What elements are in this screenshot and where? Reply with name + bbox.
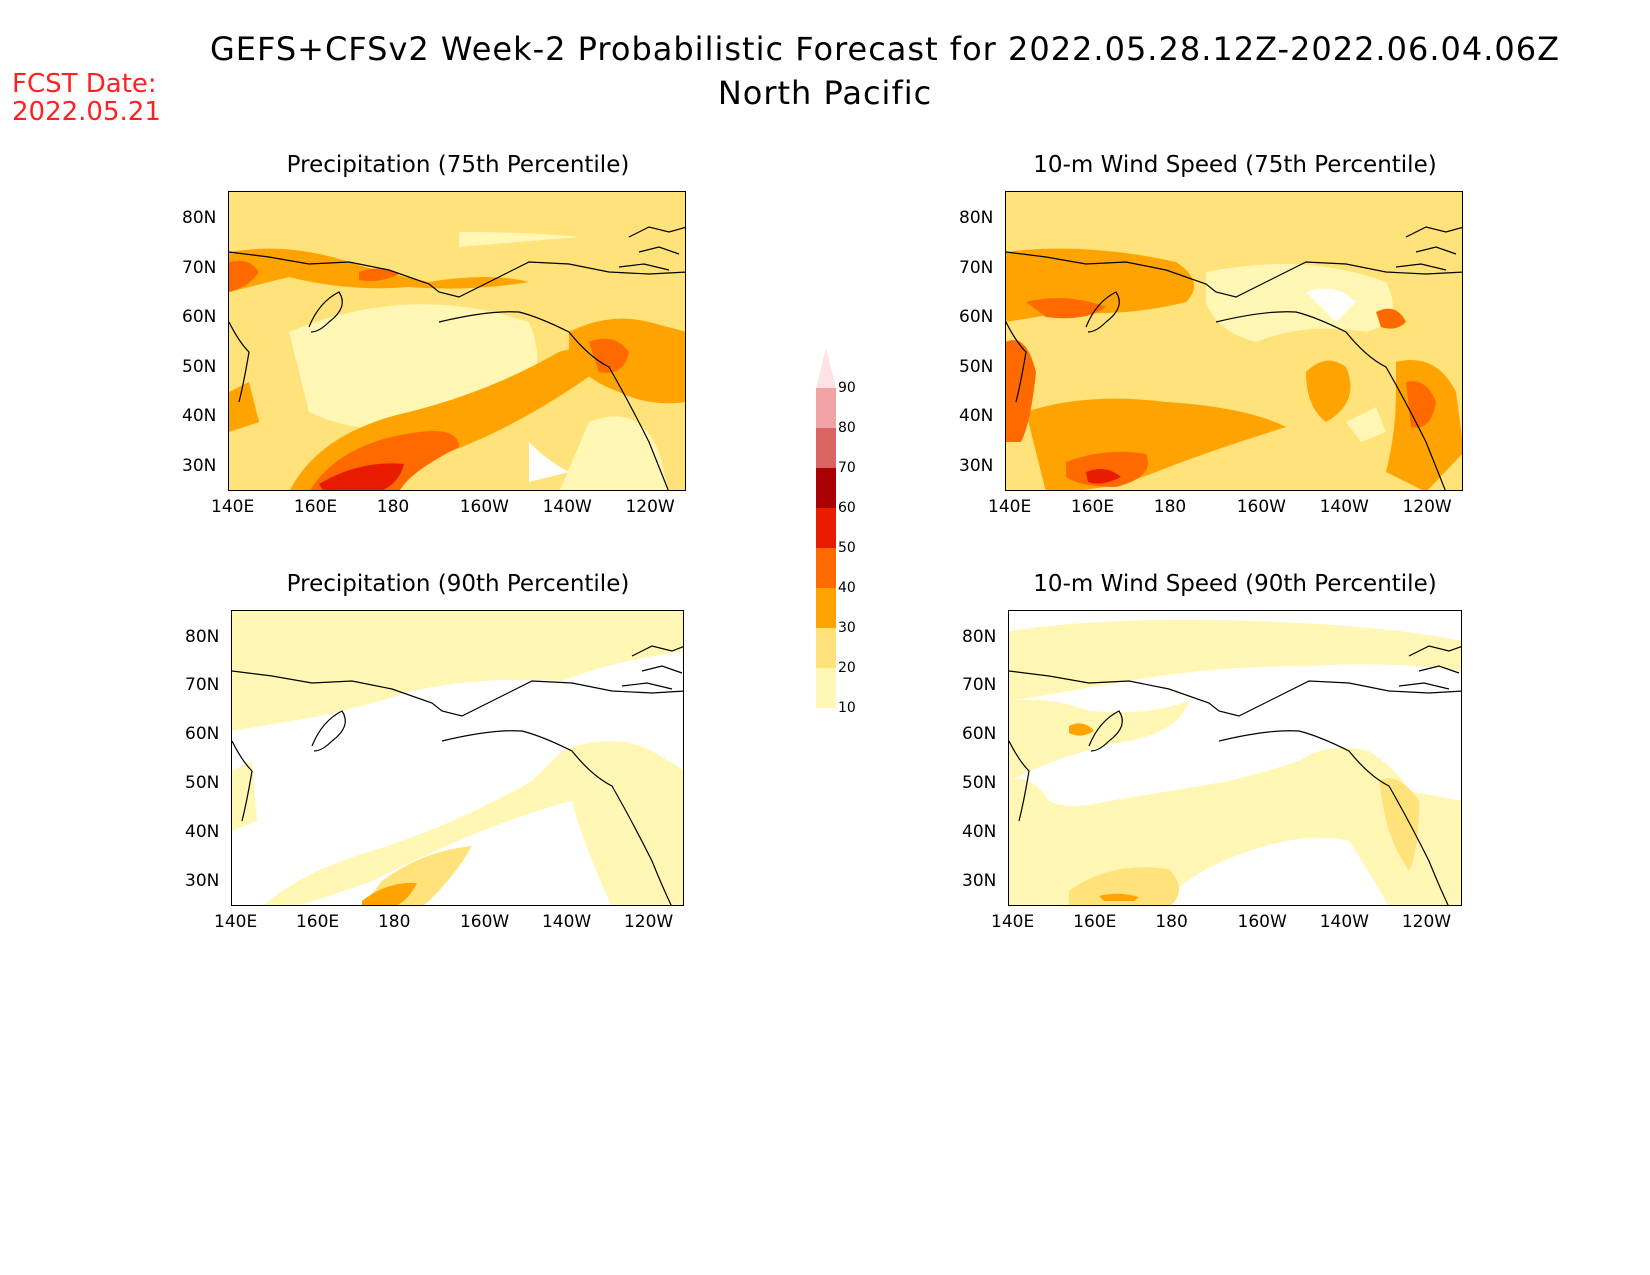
forecast-date-label: FCST Date:: [12, 69, 157, 99]
map-precip75: [228, 191, 686, 491]
lat-tick-label: 70N: [185, 675, 220, 696]
colorbar-segment: [816, 588, 836, 628]
lat-tick-label: 60N: [962, 724, 997, 745]
colorbar-segment: [816, 468, 836, 508]
lon-tick-label: 160W: [1237, 912, 1287, 932]
lon-tick-label: 160W: [459, 912, 510, 932]
colorbar-segment: [816, 348, 836, 388]
lon-tick-label: 140E: [214, 912, 258, 932]
lat-tick-label: 80N: [185, 626, 220, 647]
lat-tick-label: 30N: [959, 455, 994, 476]
lon-tick-label: 140E: [211, 497, 255, 517]
colorbar-label: 20: [838, 660, 856, 676]
lat-tick-label: 80N: [182, 208, 217, 228]
colorbar: [816, 348, 836, 708]
lat-tick-label: 70N: [962, 675, 997, 696]
lon-tick-label: 120W: [623, 912, 674, 932]
lon-tick-label: 140W: [542, 497, 592, 517]
lat-tick-label: 60N: [182, 307, 217, 327]
lat-tick-label: 40N: [959, 406, 994, 426]
lon-tick-label: 160W: [1236, 497, 1286, 517]
lat-tick-label: 40N: [185, 822, 220, 842]
main-title: GEFS+CFSv2 Week-2 Probabilistic Forecast…: [209, 30, 1561, 68]
colorbar-label: 90: [838, 380, 856, 396]
colorbar-segment: [816, 628, 836, 668]
lon-tick-label: 140W: [1319, 497, 1369, 517]
lat-tick-label: 80N: [962, 626, 997, 647]
lat-tick-label: 30N: [182, 455, 217, 476]
lon-tick-label: 140W: [1319, 912, 1369, 932]
lat-tick-label: 50N: [185, 773, 220, 794]
colorbar-label: 40: [838, 580, 856, 596]
lon-tick-label: 180: [1155, 912, 1188, 932]
lon-tick-label: 140W: [541, 912, 592, 932]
colorbar-segment: [816, 428, 836, 468]
lon-tick-label: 160E: [295, 912, 340, 932]
colorbar-segment: [816, 668, 836, 708]
lon-tick-label: 160W: [459, 497, 509, 517]
lat-tick-label: 40N: [962, 822, 997, 842]
lon-tick-label: 160E: [293, 497, 338, 517]
lat-tick-label: 30N: [185, 870, 220, 891]
colorbar-segment: [816, 388, 836, 428]
lat-tick-label: 70N: [182, 257, 217, 278]
colorbar-label: 70: [838, 460, 856, 476]
lon-tick-label: 140E: [988, 497, 1032, 517]
lon-tick-label: 120W: [1402, 497, 1452, 517]
colorbar-label: 50: [838, 540, 856, 556]
panel-title-precip90: Precipitation (90th Percentile): [286, 571, 630, 597]
panel-title-wind90: 10-m Wind Speed (90th Percentile): [1033, 571, 1437, 597]
panel-title-precip75: Precipitation (75th Percentile): [286, 152, 630, 178]
map-wind90: [1008, 610, 1462, 906]
lat-tick-label: 50N: [182, 356, 217, 377]
colorbar-label: 10: [838, 700, 856, 716]
forecast-date-value: 2022.05.21: [12, 97, 161, 127]
lon-tick-label: 120W: [625, 497, 675, 517]
lat-tick-label: 80N: [959, 208, 994, 228]
lat-tick-label: 30N: [962, 870, 997, 891]
lon-tick-label: 180: [1153, 497, 1187, 517]
lon-tick-label: 120W: [1401, 912, 1452, 932]
lon-tick-label: 180: [376, 497, 410, 517]
lon-tick-label: 160E: [1070, 497, 1115, 517]
lon-tick-label: 180: [377, 912, 411, 932]
lat-tick-label: 40N: [182, 406, 217, 426]
region-subtitle: North Pacific: [717, 74, 933, 112]
panel-title-wind75: 10-m Wind Speed (75th Percentile): [1033, 152, 1437, 178]
map-precip90: [231, 610, 684, 906]
colorbar-label: 80: [838, 420, 856, 436]
lat-tick-label: 60N: [959, 307, 994, 327]
lat-tick-label: 50N: [962, 773, 997, 794]
lat-tick-label: 50N: [959, 356, 994, 377]
colorbar-label: 30: [838, 620, 856, 636]
map-wind75: [1005, 191, 1463, 491]
colorbar-segment: [816, 548, 836, 588]
lat-tick-label: 60N: [185, 724, 220, 745]
colorbar-segment: [816, 508, 836, 548]
lat-tick-label: 70N: [959, 257, 994, 278]
lon-tick-label: 140E: [991, 912, 1035, 932]
lon-tick-label: 160E: [1073, 912, 1117, 932]
colorbar-label: 60: [838, 500, 856, 516]
